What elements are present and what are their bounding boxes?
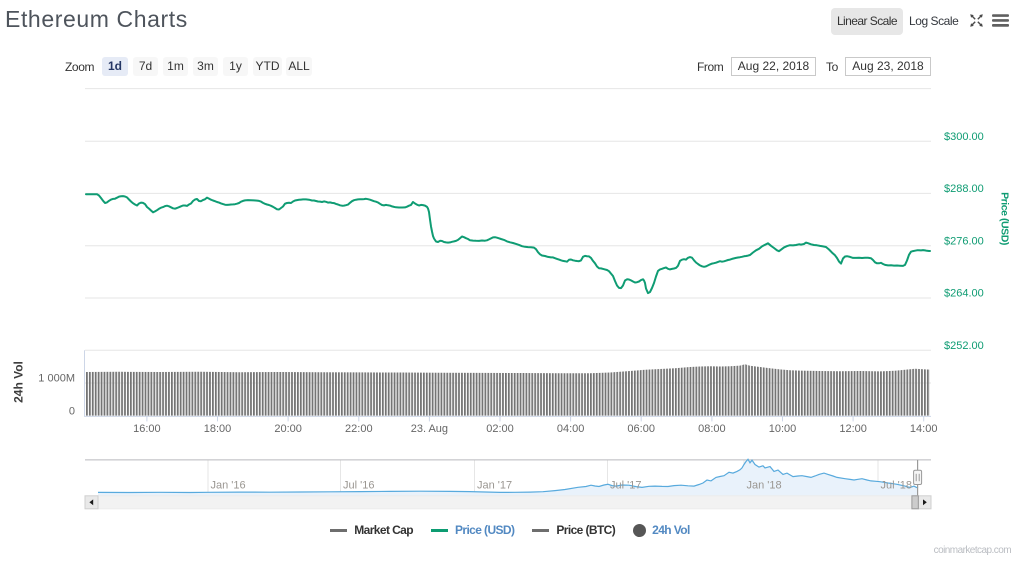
svg-text:$300.00: $300.00	[944, 131, 984, 143]
svg-text:$288.00: $288.00	[944, 183, 984, 195]
svg-text:Jul '17: Jul '17	[610, 479, 641, 491]
svg-text:Jan '18: Jan '18	[747, 479, 782, 491]
svg-text:$276.00: $276.00	[944, 236, 984, 248]
svg-text:14:00: 14:00	[910, 423, 938, 435]
svg-text:18:00: 18:00	[204, 423, 232, 435]
svg-text:02:00: 02:00	[486, 423, 514, 435]
svg-text:23. Aug: 23. Aug	[411, 423, 448, 435]
svg-text:$264.00: $264.00	[944, 288, 984, 300]
svg-text:Jan '16: Jan '16	[211, 479, 246, 491]
svg-text:Jul '18: Jul '18	[881, 479, 912, 491]
svg-text:04:00: 04:00	[557, 423, 585, 435]
svg-text:08:00: 08:00	[698, 423, 726, 435]
svg-text:22:00: 22:00	[345, 423, 373, 435]
svg-text:1 000M: 1 000M	[38, 373, 75, 385]
svg-text:Price (USD): Price (USD)	[999, 192, 1011, 245]
svg-text:Jan '17: Jan '17	[477, 479, 512, 491]
svg-text:0: 0	[69, 405, 75, 417]
svg-text:Jul '16: Jul '16	[343, 479, 374, 491]
svg-text:06:00: 06:00	[627, 423, 655, 435]
svg-text:12:00: 12:00	[839, 423, 867, 435]
svg-text:10:00: 10:00	[769, 423, 797, 435]
svg-text:$252.00: $252.00	[944, 340, 984, 352]
svg-text:24h Vol: 24h Vol	[12, 361, 26, 403]
svg-text:16:00: 16:00	[133, 423, 161, 435]
svg-text:20:00: 20:00	[274, 423, 302, 435]
